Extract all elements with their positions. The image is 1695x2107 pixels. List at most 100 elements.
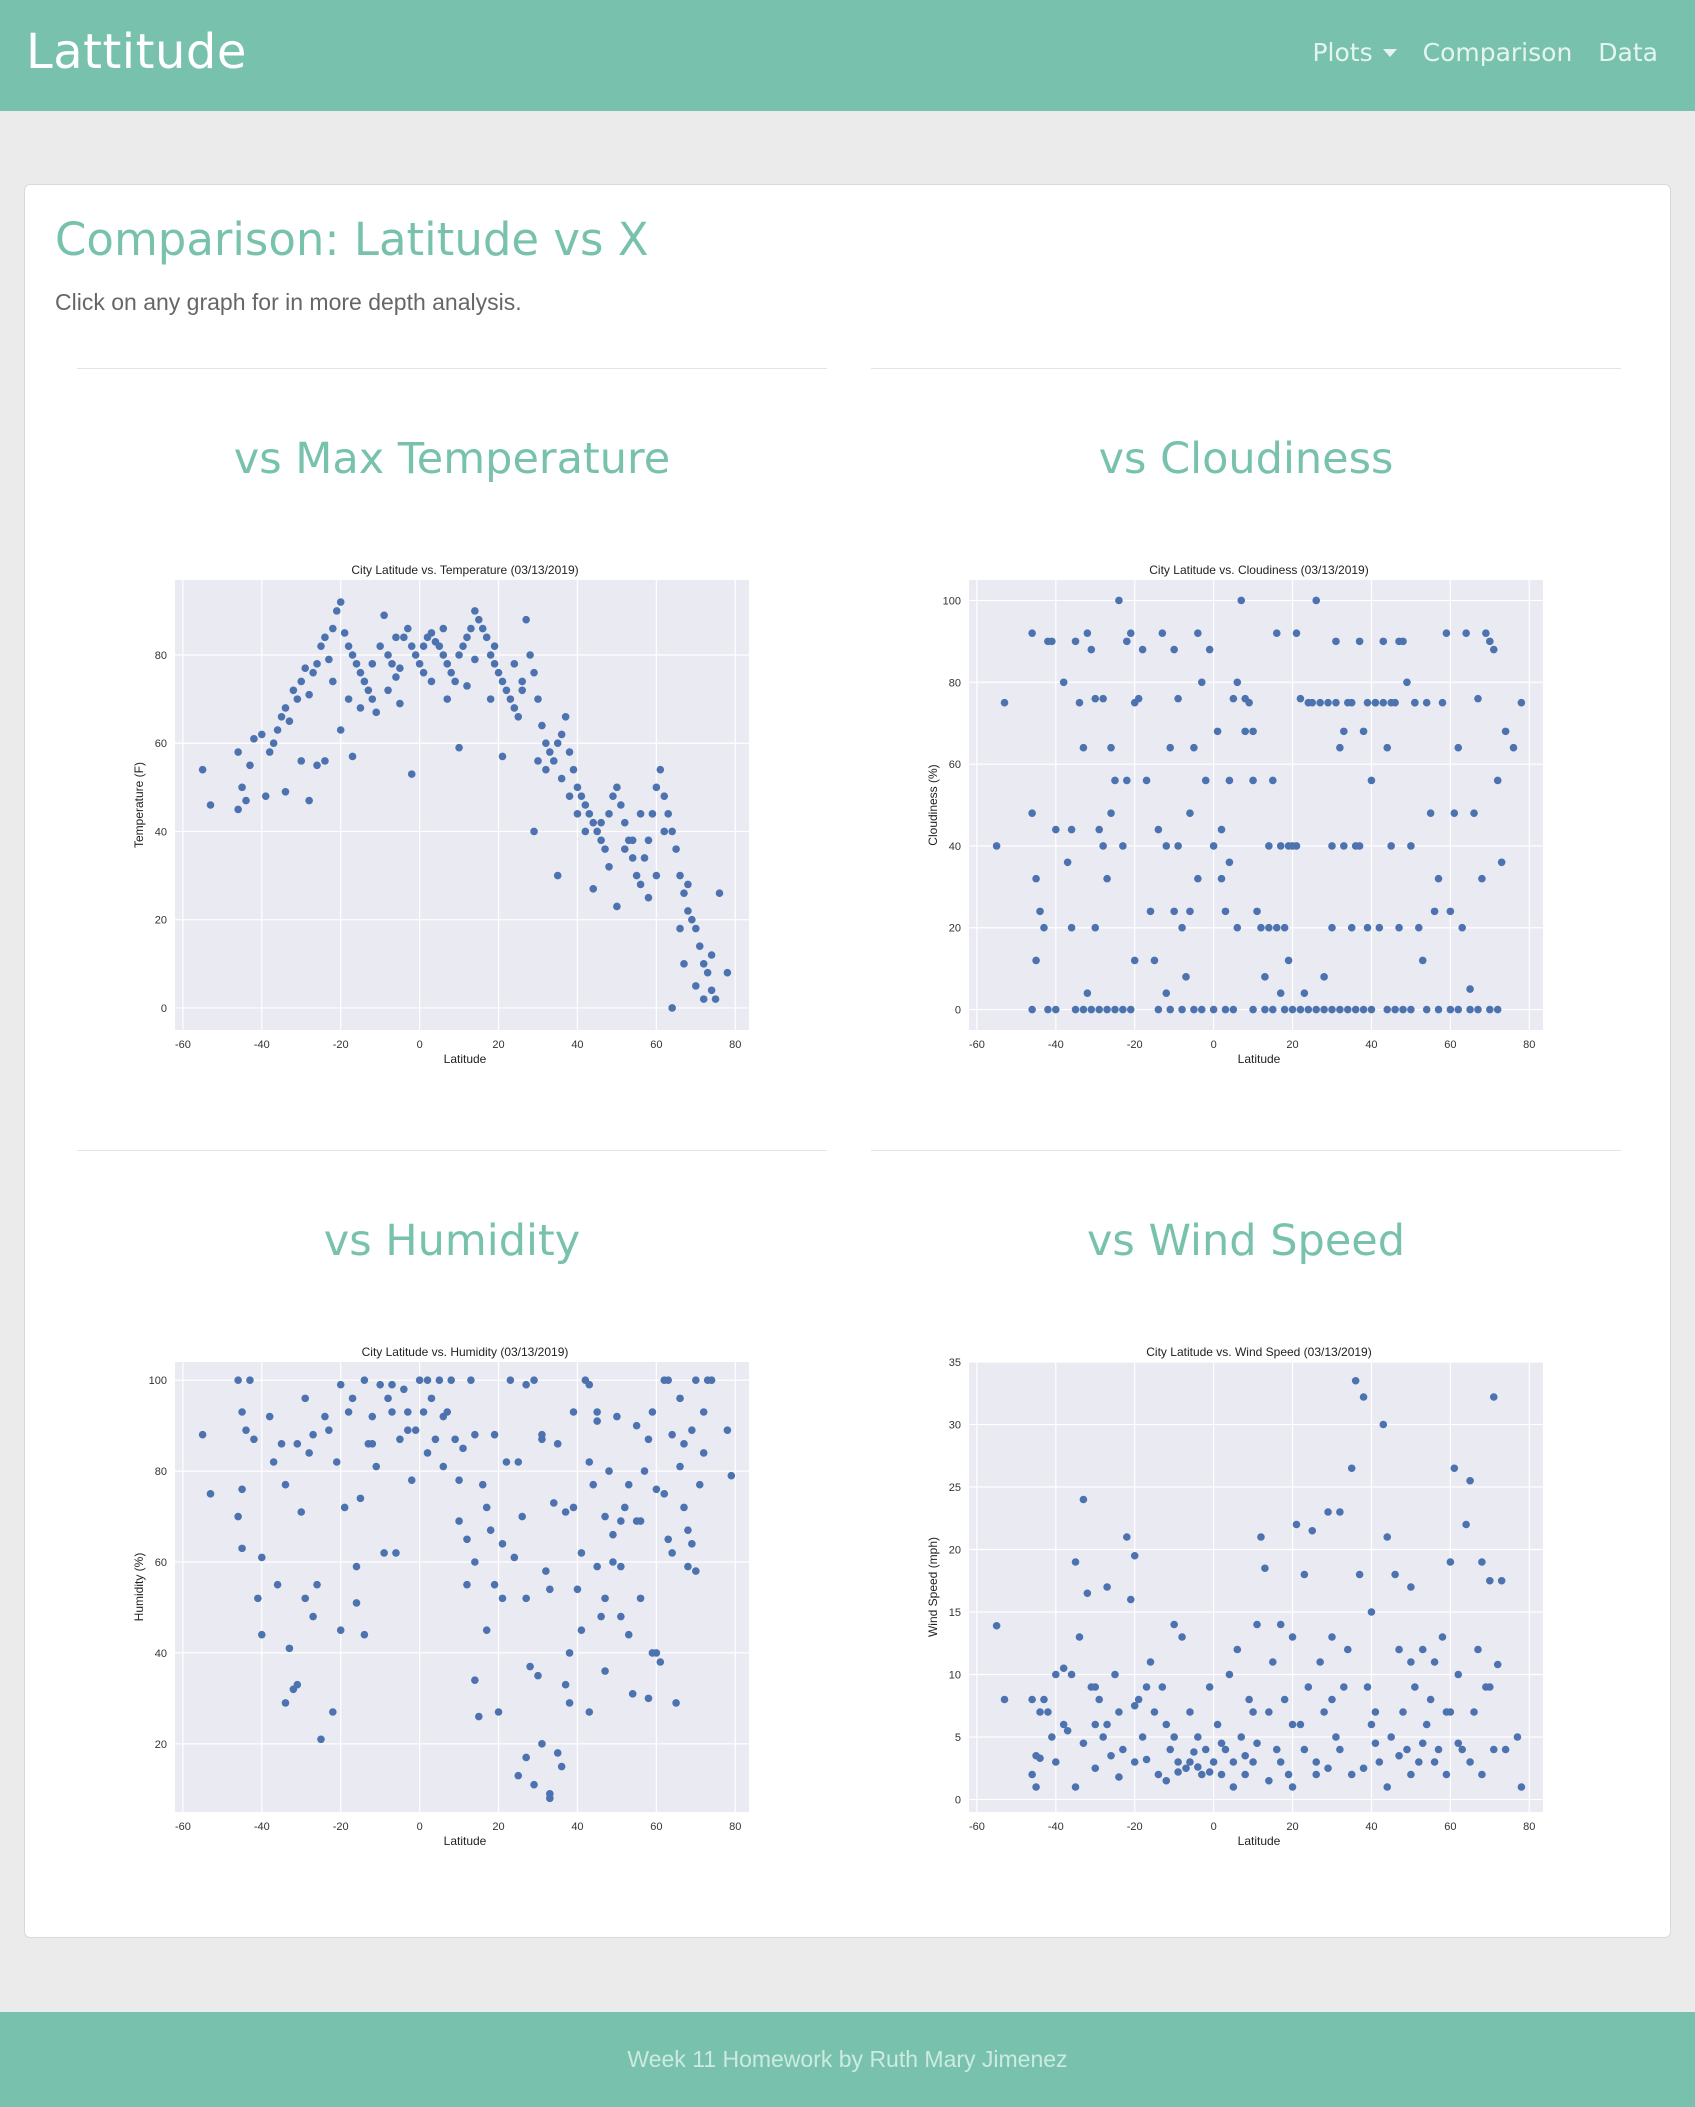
data-point bbox=[368, 660, 377, 668]
data-point bbox=[313, 660, 321, 668]
nav-comparison-link[interactable]: Comparison bbox=[1422, 38, 1573, 67]
data-point bbox=[573, 783, 582, 792]
data-point bbox=[569, 1503, 578, 1512]
data-point bbox=[609, 1530, 617, 1539]
data-point bbox=[297, 757, 306, 765]
data-point bbox=[1446, 1708, 1455, 1716]
data-point bbox=[1489, 1393, 1498, 1401]
data-point bbox=[1316, 698, 1324, 707]
temperature-scatter-chart[interactable]: -60 -40 -20 0 20 40 60 80 0 20 40 60 80 City Latitude… bbox=[129, 558, 749, 1083]
data-point bbox=[1332, 698, 1340, 707]
data-point bbox=[1048, 637, 1056, 646]
data-point bbox=[1308, 1526, 1317, 1535]
data-point bbox=[384, 651, 392, 659]
data-point bbox=[498, 1594, 507, 1603]
data-point bbox=[593, 1562, 601, 1571]
data-point bbox=[707, 951, 716, 959]
data-point bbox=[1150, 1708, 1159, 1716]
data-point bbox=[1422, 1005, 1431, 1014]
data-point bbox=[1486, 637, 1494, 646]
data-point bbox=[459, 642, 467, 650]
nav-plots-dropdown[interactable]: Plots bbox=[1312, 38, 1397, 67]
data-point bbox=[1126, 1005, 1135, 1014]
x-tick-label: -40 bbox=[1048, 1039, 1064, 1051]
data-point bbox=[1497, 1576, 1506, 1585]
data-point bbox=[455, 1517, 463, 1525]
data-point bbox=[593, 1408, 601, 1416]
data-point bbox=[1367, 1005, 1376, 1014]
data-point bbox=[672, 845, 680, 853]
y-tick-label: 30 bbox=[949, 1420, 961, 1432]
data-point bbox=[1493, 1005, 1502, 1014]
data-point bbox=[447, 1376, 455, 1384]
x-tick-label: -20 bbox=[333, 1039, 349, 1051]
brand-link[interactable]: Lattitude bbox=[26, 24, 247, 80]
data-point bbox=[1150, 956, 1159, 965]
data-point bbox=[589, 885, 598, 893]
data-point bbox=[376, 642, 384, 650]
y-tick-label: 20 bbox=[155, 1739, 167, 1751]
data-point bbox=[1269, 776, 1277, 785]
data-point bbox=[1489, 1745, 1498, 1754]
data-point bbox=[1414, 923, 1423, 932]
data-point bbox=[1229, 1758, 1238, 1766]
data-point bbox=[1205, 645, 1214, 654]
data-point bbox=[250, 735, 258, 743]
data-point bbox=[617, 801, 625, 809]
data-point bbox=[1059, 1720, 1068, 1729]
humidity-scatter-chart[interactable]: -60 -40 -20 0 20 40 60 80 20 40 60 80 100 City Latitu… bbox=[129, 1340, 749, 1865]
data-point bbox=[269, 739, 278, 748]
data-point bbox=[482, 1503, 491, 1512]
data-point bbox=[344, 1408, 353, 1416]
data-point bbox=[1182, 973, 1190, 981]
x-tick-label: 80 bbox=[1523, 1821, 1535, 1833]
data-point bbox=[467, 1376, 475, 1384]
data-point bbox=[542, 765, 550, 774]
data-point bbox=[1391, 1570, 1399, 1579]
data-point bbox=[1418, 1739, 1427, 1748]
y-tick-label: 100 bbox=[149, 1375, 167, 1387]
cloudiness-scatter-chart[interactable]: -60 -40 -20 0 20 40 60 80 0 20 40 60 80 100 City Latit… bbox=[923, 558, 1543, 1083]
data-point bbox=[471, 1558, 479, 1566]
data-point bbox=[1347, 923, 1356, 932]
wind-speed-scatter-chart[interactable]: -60 -40 -20 0 20 40 60 80 0 5 10 15 20 25 30 35 City Lat… bbox=[923, 1340, 1543, 1865]
data-point bbox=[1300, 1745, 1309, 1754]
data-point bbox=[1209, 842, 1218, 850]
footer: Week 11 Homework by Ruth Mary Jimenez bbox=[0, 2012, 1695, 2107]
data-point bbox=[605, 810, 613, 818]
data-point bbox=[1379, 637, 1388, 646]
data-point bbox=[601, 1512, 609, 1521]
data-point bbox=[490, 1580, 499, 1589]
data-point bbox=[459, 1444, 467, 1453]
data-point bbox=[530, 668, 538, 677]
data-point bbox=[419, 642, 428, 650]
data-point bbox=[684, 880, 692, 889]
data-point bbox=[486, 695, 495, 703]
data-point bbox=[376, 1380, 384, 1389]
data-point bbox=[692, 924, 700, 933]
data-point bbox=[1300, 989, 1309, 997]
data-point bbox=[281, 787, 290, 796]
data-point bbox=[1091, 1720, 1100, 1729]
data-point bbox=[1363, 698, 1372, 707]
data-point bbox=[1399, 1005, 1407, 1014]
data-point bbox=[1474, 1005, 1482, 1014]
section-divider bbox=[77, 1150, 827, 1151]
data-point bbox=[648, 1649, 657, 1657]
data-point bbox=[1395, 1751, 1403, 1760]
data-point bbox=[1375, 923, 1384, 932]
data-point bbox=[1466, 1005, 1474, 1014]
y-tick-label: 100 bbox=[943, 595, 961, 607]
data-point bbox=[490, 660, 499, 668]
data-point bbox=[443, 695, 452, 703]
data-point bbox=[392, 633, 400, 642]
y-axis-label: Wind Speed (mph) bbox=[926, 1537, 940, 1637]
data-point bbox=[1138, 645, 1147, 654]
nav-data-link[interactable]: Data bbox=[1598, 38, 1658, 67]
data-point bbox=[676, 1462, 684, 1471]
data-point bbox=[601, 845, 609, 853]
data-point bbox=[435, 642, 444, 650]
data-point bbox=[463, 1580, 471, 1589]
data-point bbox=[1126, 629, 1135, 637]
data-point bbox=[380, 611, 388, 620]
